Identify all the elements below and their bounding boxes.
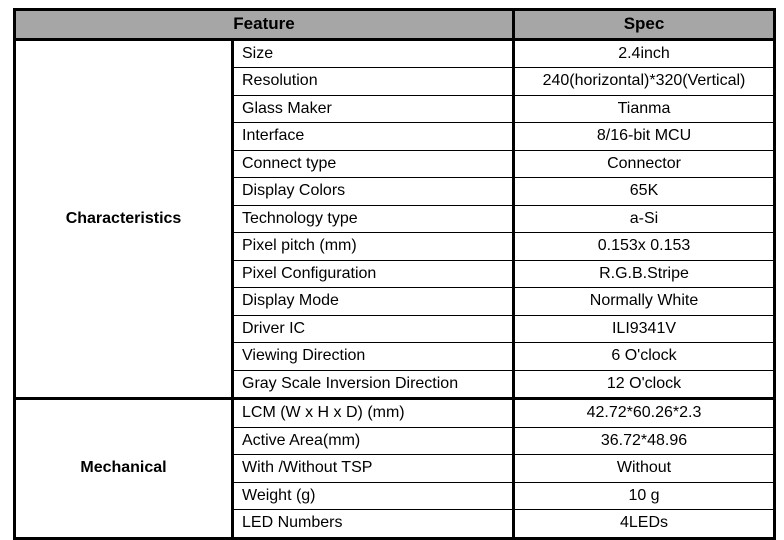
spec-cell: 42.72*60.26*2.3 [513,397,775,428]
spec-cell: R.G.B.Stripe [513,259,775,288]
table-row: Characteristics Size 2.4inch [14,38,775,399]
spec-cell: 2.4inch [513,38,775,68]
spec-cell: Without [513,454,775,483]
table-row: Glass Maker Tianma [15,94,775,123]
spec-cell: 8/16-bit MCU [513,122,775,151]
table-row: Driver IC ILI9341V [15,314,775,343]
feature-cell: Interface [232,122,516,151]
feature-cell: With /Without TSP [232,454,516,483]
spec-cell: 4LEDs [513,509,775,539]
spec-cell: 240(horizontal)*320(Vertical) [513,67,775,96]
table-row: LED Numbers 4LEDs [15,509,775,539]
feature-cell: Resolution [232,67,516,96]
table-row: Display Colors 65K [15,177,775,206]
feature-cell: Connect type [232,149,516,178]
feature-cell: Technology type [232,204,516,233]
table-row: Technology type a-Si [15,204,775,233]
group-label: Mechanical [14,397,234,539]
feature-cell: Weight (g) [232,481,516,510]
table-row: Gray Scale Inversion Direction 12 O'clock [15,369,775,399]
spec-cell: Normally White [513,287,775,316]
table-row: Weight (g) 10 g [15,481,775,510]
feature-cell: LCM (W x H x D) (mm) [232,397,516,428]
table-row: Viewing Direction 6 O'clock [15,342,775,371]
table-row: Display Mode Normally White [15,287,775,316]
header-feature: Feature [14,9,516,41]
spec-cell: 36.72*48.96 [513,426,775,455]
header-row: Feature Spec [14,9,775,41]
feature-cell: Display Mode [232,287,516,316]
spec-cell: Tianma [513,94,775,123]
feature-cell: Pixel pitch (mm) [232,232,516,261]
table-row: Pixel Configuration R.G.B.Stripe [15,259,775,288]
table-row: Connect type Connector [15,149,775,178]
feature-cell: Size [232,38,516,68]
feature-cell: LED Numbers [232,509,516,539]
feature-cell: Display Colors [232,177,516,206]
spec-cell: 12 O'clock [513,369,775,399]
spec-table: Feature Spec Characteristics Size 2.4inch R… [13,8,776,540]
table-row: Mechanical LCM (W x H x D) (mm) 42.72*60.2… [14,397,775,539]
spec-cell: 10 g [513,481,775,510]
spec-cell: 6 O'clock [513,342,775,371]
table-row: Interface 8/16-bit MCU [15,122,775,151]
spec-cell: Connector [513,149,775,178]
feature-cell: Viewing Direction [232,342,516,371]
feature-cell: Gray Scale Inversion Direction [232,369,516,399]
group-label: Characteristics [14,38,234,399]
spec-cell: a-Si [513,204,775,233]
feature-cell: Glass Maker [232,94,516,123]
table-row: With /Without TSP Without [15,454,775,483]
spec-cell: ILI9341V [513,314,775,343]
spec-cell: 0.153x 0.153 [513,232,775,261]
feature-cell: Active Area(mm) [232,426,516,455]
feature-cell: Driver IC [232,314,516,343]
table-row: Resolution 240(horizontal)*320(Vertical) [15,67,775,96]
feature-cell: Pixel Configuration [232,259,516,288]
header-spec: Spec [513,9,775,41]
table-row: Pixel pitch (mm) 0.153x 0.153 [15,232,775,261]
table-row: Active Area(mm) 36.72*48.96 [15,426,775,455]
spec-cell: 65K [513,177,775,206]
